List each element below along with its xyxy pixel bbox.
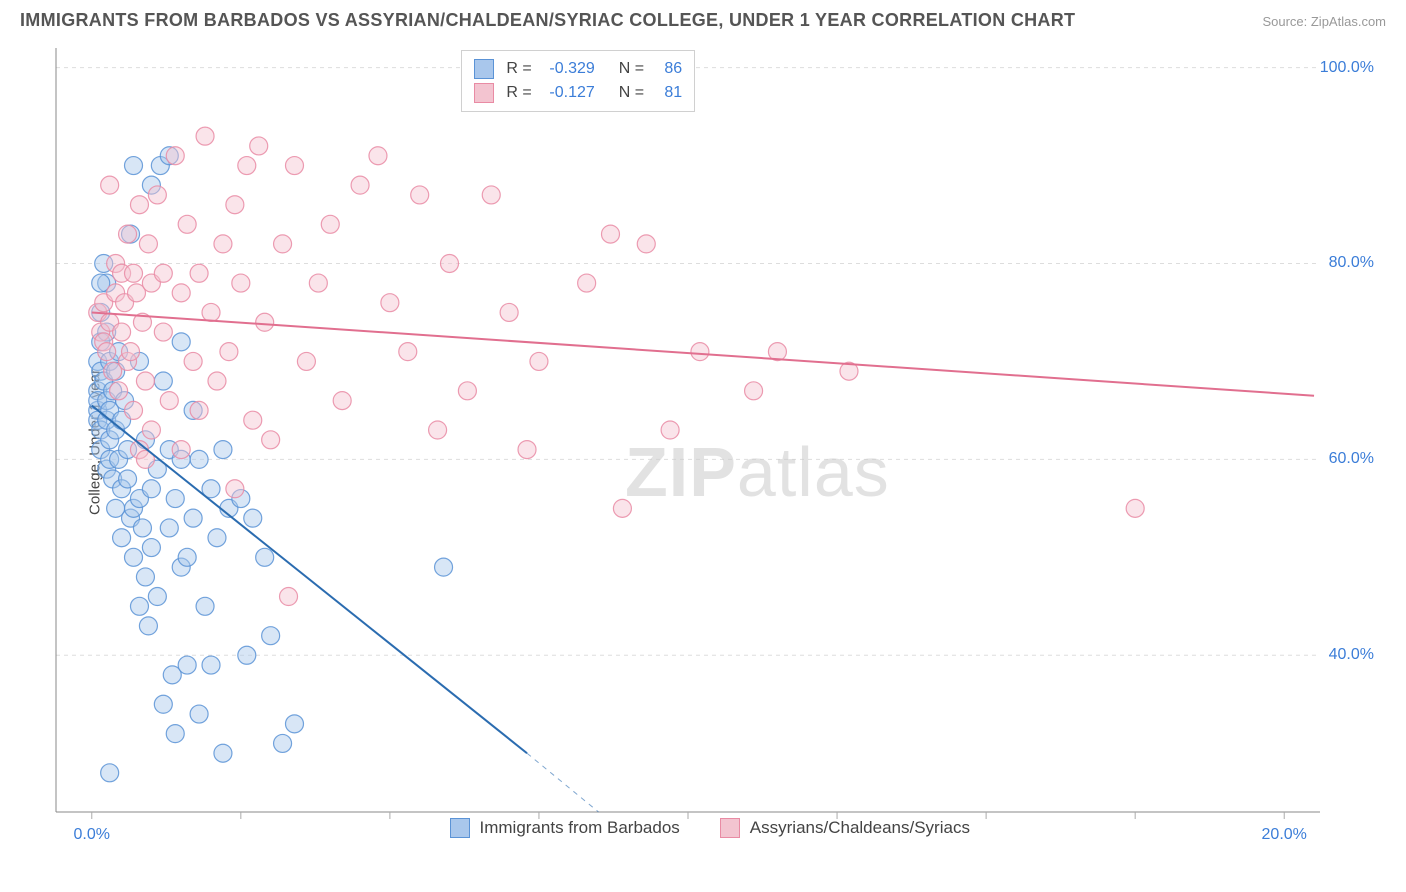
y-tick-label: 80.0% bbox=[1329, 254, 1374, 272]
n-label: N = bbox=[619, 57, 644, 81]
series-name: Immigrants from Barbados bbox=[480, 818, 680, 838]
series-legend-item: Assyrians/Chaldeans/Syriacs bbox=[720, 818, 970, 838]
n-value: 81 bbox=[652, 81, 682, 105]
legend-row: R = -0.127 N = 81 bbox=[474, 81, 682, 105]
legend-swatch bbox=[474, 83, 494, 103]
scatter-plot bbox=[50, 42, 1380, 842]
x-tick-label: 20.0% bbox=[1262, 826, 1307, 844]
series-legend: Immigrants from Barbados Assyrians/Chalde… bbox=[450, 818, 970, 838]
source-label: Source: ZipAtlas.com bbox=[1262, 14, 1386, 29]
series-legend-item: Immigrants from Barbados bbox=[450, 818, 680, 838]
r-value: -0.127 bbox=[540, 81, 595, 105]
r-value: -0.329 bbox=[540, 57, 595, 81]
x-tick-label: 0.0% bbox=[74, 826, 110, 844]
y-tick-label: 60.0% bbox=[1329, 450, 1374, 468]
series-name: Assyrians/Chaldeans/Syriacs bbox=[750, 818, 970, 838]
y-tick-label: 100.0% bbox=[1320, 59, 1374, 77]
chart-area: College, Under 1 year 40.0%60.0%80.0%100… bbox=[50, 42, 1380, 842]
r-label: R = bbox=[506, 57, 531, 81]
legend-swatch bbox=[450, 818, 470, 838]
chart-title: IMMIGRANTS FROM BARBADOS VS ASSYRIAN/CHA… bbox=[20, 10, 1075, 31]
n-value: 86 bbox=[652, 57, 682, 81]
y-tick-label: 40.0% bbox=[1329, 646, 1374, 664]
legend-swatch bbox=[720, 818, 740, 838]
legend-row: R = -0.329 N = 86 bbox=[474, 57, 682, 81]
correlation-legend: R = -0.329 N = 86 R = -0.127 N = 81 bbox=[461, 50, 695, 112]
r-label: R = bbox=[506, 81, 531, 105]
n-label: N = bbox=[619, 81, 644, 105]
legend-swatch bbox=[474, 59, 494, 79]
